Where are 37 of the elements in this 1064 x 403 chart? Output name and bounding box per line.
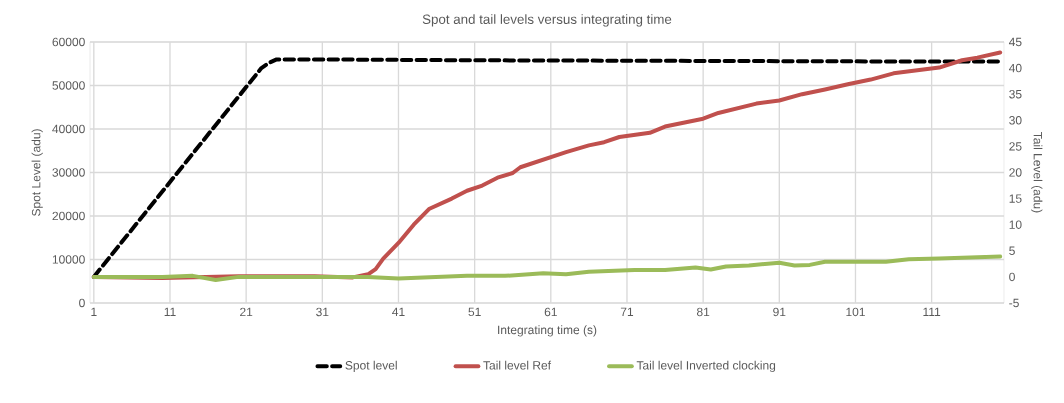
x-tick-label: 71 [620,307,634,316]
x-tick-label: 81 [696,307,710,317]
y2-tick-label: 10 [1009,220,1022,229]
y2-tick-label: 40 [1008,63,1022,73]
y2-tick-label: 20 [1009,168,1022,177]
y2-tick-label: -5 [1009,298,1019,308]
y2-tick-label: 15 [1009,194,1022,203]
legend-label: Spot level [345,360,397,372]
x-tick-label: 61 [544,307,557,317]
y-tick-label: 20000 [52,211,85,221]
x-tick-label: 51 [468,307,481,317]
y2-tick-label: 25 [1009,142,1022,151]
y-axis-title: Spot Level (adu) [31,129,43,216]
x-tick-label: 31 [316,307,329,317]
x-tick-label: 21 [240,307,253,317]
y-tick-label: 50000 [52,81,85,90]
x-tick-label: 11 [164,307,176,316]
legend-label: Tail level Ref [483,360,552,370]
x-tick-label: 111 [923,307,941,316]
y2-axis-title: Tail Level (adu) [1031,132,1043,213]
x-axis-title: Integrating time (s) [498,325,597,337]
y2-tick-label: 45 [1008,37,1022,47]
legend-label: Tail level Inverted clocking [636,360,776,372]
y-tick-label: 60000 [52,37,85,47]
x-tick-label: 91 [773,307,786,317]
y-tick-label: 30000 [52,168,85,177]
x-tick-label: 1 [91,307,97,316]
x-tick-label: 41 [392,307,405,316]
y-tick-label: 0 [79,298,85,308]
y-tick-label: 10000 [52,255,85,264]
y2-tick-label: 5 [1009,246,1015,255]
y2-tick-label: 35 [1009,89,1022,99]
y-tick-label: 40000 [52,124,85,134]
y2-tick-label: 30 [1009,116,1022,125]
chart-title: Spot and tail levels versus integrating time [422,14,672,27]
x-tick-label: 101 [846,307,865,317]
y2-tick-label: 0 [1009,272,1015,282]
